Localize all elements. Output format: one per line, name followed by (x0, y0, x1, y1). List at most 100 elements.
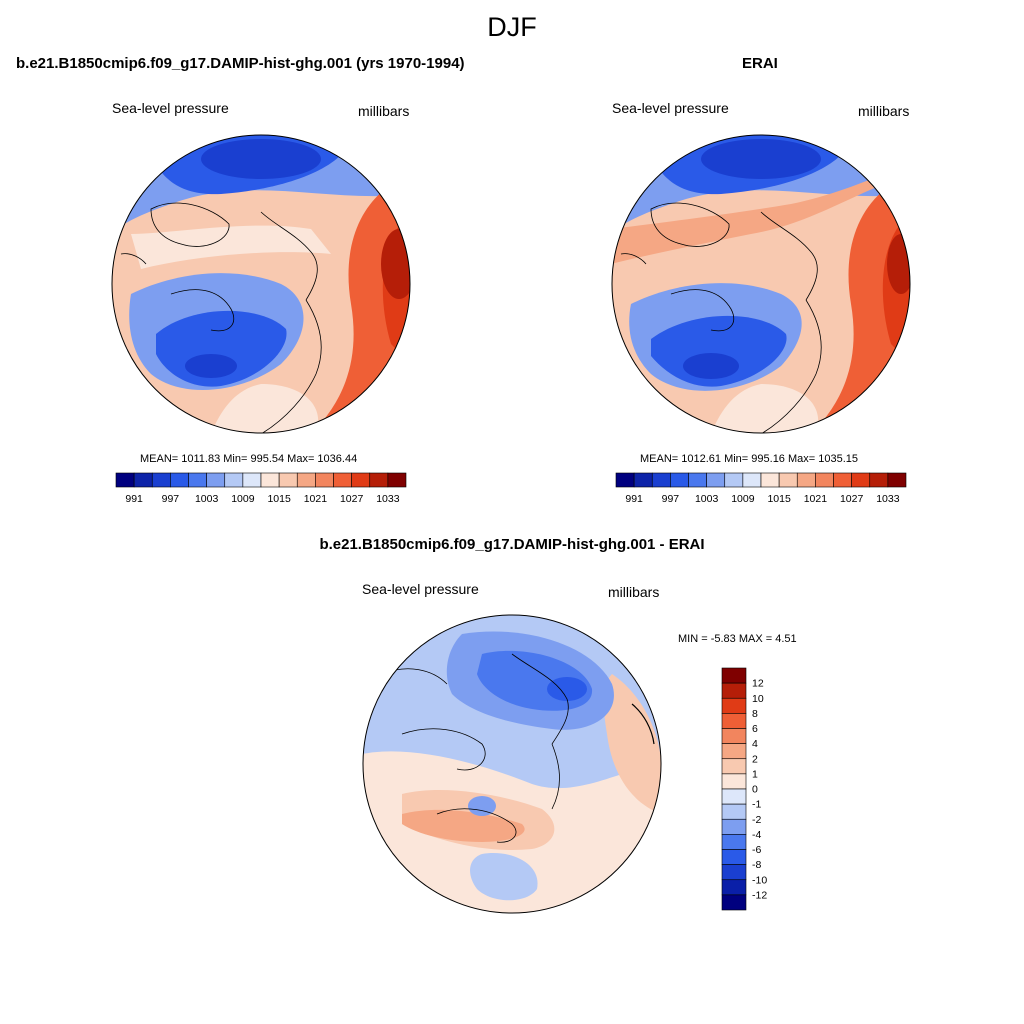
diff-colorbar-tick-label: 12 (752, 678, 764, 690)
obs-colorbar-swatch (706, 472, 726, 488)
obs-colorbar-swatch (633, 472, 653, 488)
diff-colorbar-tick-label: 2 (752, 753, 758, 765)
model-colorbar-swatch (351, 472, 371, 488)
diff-colorbar-tick-label: 1 (752, 768, 758, 780)
diff-colorbar-swatch (721, 697, 747, 714)
obs-polar-map (611, 134, 911, 434)
diff-colorbar-swatch (721, 773, 747, 790)
diff-colorbar-swatch (721, 818, 747, 835)
obs-colorbar-swatch (742, 472, 762, 488)
obs-colorbar-swatch (760, 472, 780, 488)
diff-colorbar-swatch (721, 894, 747, 911)
model-colorbar-ticks: 991 997 1003 1009 1015 1021 1027 1033 (125, 493, 399, 505)
model-colorbar-tick-label: 1003 (195, 493, 219, 505)
obs-colorbar-swatch (670, 472, 689, 488)
obs-colorbar-swatch (724, 472, 744, 488)
model-colorbar-swatch (115, 472, 135, 488)
obs-colorbar: 991 997 1003 1009 1015 1021 1027 1033 (615, 472, 907, 505)
obs-colorbar-swatch (778, 472, 798, 488)
obs-units-label: millibars (858, 103, 910, 119)
diff-colorbar-tick-label: -12 (752, 889, 767, 901)
diff-colorbar-swatch (721, 682, 747, 699)
diff-colorbar-swatch (721, 849, 747, 865)
obs-colorbar-tick-label: 1033 (876, 493, 900, 505)
diff-colorbar-swatch (721, 803, 747, 820)
model-colorbar-swatches (115, 472, 407, 488)
diff-units-label: millibars (608, 584, 660, 600)
diff-colorbar-tick-label: 0 (752, 784, 758, 796)
model-colorbar-tick-label: 991 (125, 493, 143, 505)
diff-colorbar-tick-label: -2 (752, 814, 761, 826)
diff-colorbar-swatch (721, 743, 747, 760)
model-colorbar-swatch (260, 472, 280, 488)
diff-variable-label: Sea-level pressure (362, 581, 479, 597)
diff-colorbar-swatch (721, 834, 747, 850)
model-colorbar-tick-label: 1009 (231, 493, 255, 505)
model-colorbar-tick-label: 997 (162, 493, 180, 505)
diff-panel-title: b.e21.B1850cmip6.f09_g17.DAMIP-hist-ghg.… (319, 536, 705, 553)
model-colorbar-tick-label: 1027 (340, 493, 364, 505)
obs-colorbar-swatch (887, 472, 907, 488)
model-colorbar: 991 997 1003 1009 1015 1021 1027 1033 (115, 472, 407, 505)
diff-colorbar-tick-label: -1 (752, 799, 761, 811)
diff-colorbar-tick-label: 6 (752, 723, 758, 735)
obs-colorbar-swatch (688, 472, 707, 488)
diff-colorbar-swatch (721, 879, 747, 896)
diff-colorbar-swatch (721, 864, 747, 881)
obs-colorbar-tick-label: 991 (625, 493, 643, 505)
model-polar-map (111, 134, 411, 434)
diff-colorbar-tick-label: -6 (752, 844, 761, 856)
obs-colorbar-swatch (651, 472, 671, 488)
obs-variable-label: Sea-level pressure (612, 100, 729, 116)
obs-colorbar-tick-label: 1027 (840, 493, 864, 505)
model-colorbar-swatch (133, 472, 153, 488)
obs-colorbar-tick-label: 1015 (767, 493, 791, 505)
model-colorbar-swatch (170, 472, 189, 488)
diff-colorbar-tick-label: 10 (752, 693, 764, 705)
obs-colorbar-tick-label: 1009 (731, 493, 755, 505)
model-colorbar-swatch (369, 472, 389, 488)
model-colorbar-swatch (387, 472, 407, 488)
diff-colorbar-swatch (721, 758, 747, 775)
model-colorbar-tick-label: 1021 (304, 493, 328, 505)
obs-colorbar-swatch (869, 472, 889, 488)
model-colorbar-swatch (188, 472, 207, 488)
model-variable-label: Sea-level pressure (112, 100, 229, 116)
model-colorbar-swatch (278, 472, 298, 488)
model-stats: MEAN= 1011.83 Min= 995.54 Max= 1036.44 (140, 453, 358, 465)
diff-colorbar-swatches (721, 667, 747, 911)
model-colorbar-swatch (151, 472, 171, 488)
obs-colorbar-ticks: 991 997 1003 1009 1015 1021 1027 1033 (625, 493, 899, 505)
obs-stats: MEAN= 1012.61 Min= 995.16 Max= 1035.15 (640, 453, 859, 465)
model-colorbar-tick-label: 1015 (267, 493, 291, 505)
obs-colorbar-tick-label: 1003 (695, 493, 719, 505)
model-colorbar-swatch (224, 472, 244, 488)
model-colorbar-swatch (333, 472, 352, 488)
obs-colorbar-swatch (851, 472, 871, 488)
obs-panel-title: ERAI (742, 55, 778, 72)
diff-colorbar-swatch (721, 667, 747, 684)
diff-stats: MIN = -5.83 MAX = 4.51 (678, 633, 797, 645)
obs-colorbar-swatch (815, 472, 834, 488)
model-colorbar-tick-label: 1033 (376, 493, 400, 505)
diff-colorbar-tick-label: -8 (752, 859, 761, 871)
obs-colorbar-swatches (615, 472, 907, 488)
diff-colorbar-swatch (721, 728, 747, 744)
model-colorbar-swatch (206, 472, 226, 488)
model-panel-title: b.e21.B1850cmip6.f09_g17.DAMIP-hist-ghg.… (16, 55, 465, 72)
model-units-label: millibars (358, 103, 410, 119)
diff-colorbar-tick-label: 8 (752, 708, 758, 720)
model-colorbar-swatch (315, 472, 334, 488)
diff-colorbar-swatch (721, 788, 747, 805)
obs-colorbar-swatch (796, 472, 816, 488)
diff-colorbar-tick-label: -4 (752, 829, 761, 841)
obs-colorbar-tick-label: 997 (662, 493, 680, 505)
obs-colorbar-tick-label: 1021 (804, 493, 828, 505)
diff-polar-map (362, 614, 662, 914)
page-title: DJF (487, 12, 537, 42)
model-colorbar-swatch (242, 472, 262, 488)
diff-colorbar-tick-label: -10 (752, 874, 767, 886)
obs-colorbar-swatch (615, 472, 635, 488)
